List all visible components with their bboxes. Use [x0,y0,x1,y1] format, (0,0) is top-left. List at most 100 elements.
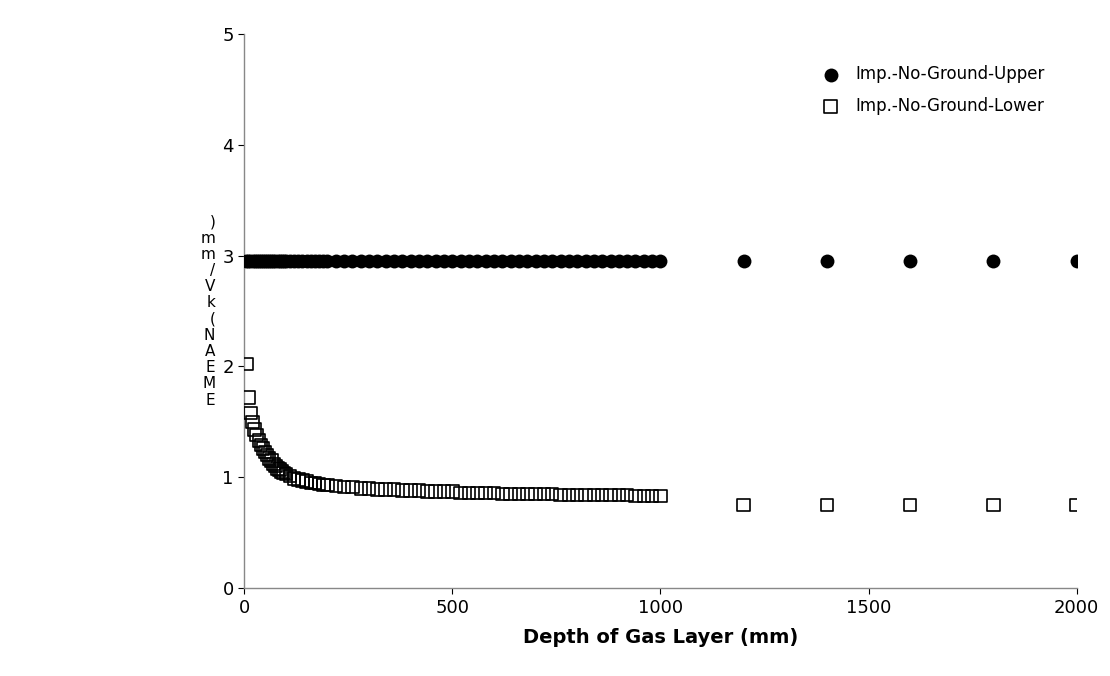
Imp.-No-Ground-Upper [335,256,353,266]
Imp.-No-Ground-Lower [544,489,562,500]
Imp.-No-Ground-Lower [468,487,486,498]
Imp.-No-Ground-Lower [585,489,603,500]
Imp.-No-Ground-Upper [502,256,519,266]
Imp.-No-Ground-Upper [468,256,486,266]
Imp.-No-Ground-Upper [618,256,636,266]
Imp.-No-Ground-Upper [293,256,311,266]
Imp.-No-Ground-Upper [411,256,428,266]
Imp.-No-Ground-Lower [243,416,262,427]
Imp.-No-Ground-Upper [602,256,619,266]
Imp.-No-Ground-Upper [306,256,324,266]
Imp.-No-Ground-Upper [452,256,470,266]
Imp.-No-Ground-Lower [326,481,344,491]
Imp.-No-Ground-Upper [344,256,362,266]
Imp.-No-Ground-Upper [644,256,662,266]
Imp.-No-Ground-Lower [644,491,662,502]
Imp.-No-Ground-Upper [242,256,260,266]
Imp.-No-Ground-Lower [271,464,289,475]
Imp.-No-Ground-Lower [502,489,519,500]
Legend: Imp.-No-Ground-Upper, Imp.-No-Ground-Lower: Imp.-No-Ground-Upper, Imp.-No-Ground-Low… [807,59,1051,122]
Imp.-No-Ground-Upper [402,256,420,266]
Imp.-No-Ground-Lower [426,486,444,497]
Imp.-No-Ground-Lower [559,489,577,500]
Imp.-No-Ground-Lower [393,485,411,496]
Imp.-No-Ground-Upper [461,256,478,266]
Imp.-No-Ground-Upper [985,256,1002,266]
Imp.-No-Ground-Upper [259,256,276,266]
Imp.-No-Ground-Lower [635,491,653,502]
Imp.-No-Ground-Upper [250,256,268,266]
Imp.-No-Ground-Upper [360,256,377,266]
X-axis label: Depth of Gas Layer (mm): Depth of Gas Layer (mm) [523,627,798,647]
Imp.-No-Ground-Lower [242,408,260,418]
Imp.-No-Ground-Upper [273,256,291,266]
Imp.-No-Ground-Upper [297,256,315,266]
Imp.-No-Ground-Lower [260,453,278,464]
Imp.-No-Ground-Lower [452,487,470,498]
Imp.-No-Ground-Lower [435,486,453,497]
Imp.-No-Ground-Lower [314,479,332,490]
Imp.-No-Ground-Lower [273,466,291,477]
Imp.-No-Ground-Lower [493,489,511,500]
Imp.-No-Ground-Lower [238,359,255,370]
Imp.-No-Ground-Lower [248,430,265,441]
Imp.-No-Ground-Upper [243,256,262,266]
Imp.-No-Ground-Upper [735,256,753,266]
Imp.-No-Ground-Upper [319,256,336,266]
Imp.-No-Ground-Upper [559,256,577,266]
Imp.-No-Ground-Upper [652,256,669,266]
Imp.-No-Ground-Upper [818,256,836,266]
Imp.-No-Ground-Upper [314,256,332,266]
Imp.-No-Ground-Lower [285,473,303,484]
Imp.-No-Ground-Upper [552,256,569,266]
Imp.-No-Ground-Lower [385,484,403,495]
Imp.-No-Ground-Lower [281,470,299,481]
Imp.-No-Ground-Upper [518,256,536,266]
Imp.-No-Ground-Lower [250,435,268,446]
Imp.-No-Ground-Lower [626,491,644,502]
Imp.-No-Ground-Lower [259,450,276,460]
Imp.-No-Ground-Upper [585,256,603,266]
Imp.-No-Ground-Upper [385,256,403,266]
Imp.-No-Ground-Upper [240,256,258,266]
Imp.-No-Ground-Upper [477,256,495,266]
Imp.-No-Ground-Lower [269,463,286,474]
Imp.-No-Ground-Lower [278,468,295,479]
Imp.-No-Ground-Upper [426,256,444,266]
Imp.-No-Ground-Lower [602,489,619,500]
Imp.-No-Ground-Lower [290,474,307,485]
Imp.-No-Ground-Lower [352,483,370,493]
Imp.-No-Ground-Lower [335,482,353,493]
Imp.-No-Ground-Lower [901,500,919,510]
Imp.-No-Ground-Upper [252,256,270,266]
Imp.-No-Ground-Upper [248,256,265,266]
Imp.-No-Ground-Lower [264,458,282,469]
Imp.-No-Ground-Lower [818,500,836,510]
Imp.-No-Ground-Lower [245,424,263,435]
Imp.-No-Ground-Upper [310,256,329,266]
Imp.-No-Ground-Upper [527,256,545,266]
Imp.-No-Ground-Lower [443,486,462,497]
Imp.-No-Ground-Lower [577,489,595,500]
Y-axis label: )
m
m
/
V
k
(
N
A
E
M
E: ) m m / V k ( N A E M E [201,214,215,408]
Imp.-No-Ground-Lower [735,500,753,510]
Imp.-No-Ground-Upper [544,256,562,266]
Imp.-No-Ground-Upper [326,256,344,266]
Imp.-No-Ground-Lower [369,484,386,495]
Imp.-No-Ground-Upper [568,256,586,266]
Imp.-No-Ground-Lower [275,467,293,478]
Imp.-No-Ground-Lower [618,489,636,500]
Imp.-No-Ground-Lower [293,475,311,486]
Imp.-No-Ground-Upper [610,256,628,266]
Imp.-No-Ground-Upper [369,256,386,266]
Imp.-No-Ground-Lower [552,489,569,500]
Imp.-No-Ground-Lower [252,439,270,450]
Imp.-No-Ground-Upper [443,256,462,266]
Imp.-No-Ground-Lower [535,489,553,500]
Imp.-No-Ground-Upper [577,256,595,266]
Imp.-No-Ground-Lower [527,489,545,500]
Imp.-No-Ground-Lower [344,482,362,493]
Imp.-No-Ground-Upper [238,256,255,266]
Imp.-No-Ground-Lower [254,443,272,454]
Imp.-No-Ground-Lower [262,455,280,466]
